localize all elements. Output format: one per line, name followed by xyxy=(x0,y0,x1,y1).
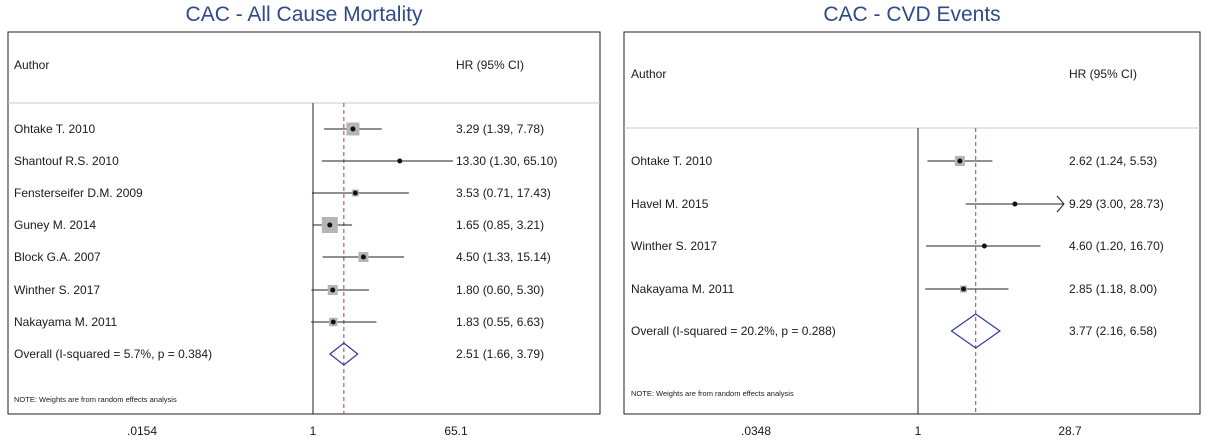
chart-title-mortality: CAC - All Cause Mortality xyxy=(185,3,423,26)
point-estimate xyxy=(327,222,333,228)
study-label: Fensterseifer D.M. 2009 xyxy=(14,186,143,200)
tick-label-null: 1 xyxy=(915,424,922,438)
point-estimate xyxy=(360,254,366,260)
study-label: Guney M. 2014 xyxy=(14,218,96,232)
study-hr-text: 1.80 (0.60, 5.30) xyxy=(456,283,544,297)
study-hr-text: 2.62 (1.24, 5.53) xyxy=(1069,154,1157,168)
study-hr-text: 3.29 (1.39, 7.78) xyxy=(456,122,544,136)
study-hr-text: 1.65 (0.85, 3.21) xyxy=(456,218,544,232)
tick-label-min: .0348 xyxy=(741,424,771,438)
overall-hr-text: 3.77 (2.16, 6.58) xyxy=(1069,324,1157,338)
point-estimate xyxy=(397,158,403,164)
column-header-hr: HR (95% CI) xyxy=(1069,67,1137,81)
ci-arrow xyxy=(1056,195,1065,213)
study-label: Ohtake T. 2010 xyxy=(631,154,712,168)
point-estimate xyxy=(330,319,336,325)
study-label: Ohtake T. 2010 xyxy=(14,122,95,136)
overall-label: Overall (I-squared = 20.2%, p = 0.288) xyxy=(631,324,836,338)
study-label: Shantouf R.S. 2010 xyxy=(14,154,119,168)
tick-label-max: 28.7 xyxy=(1058,424,1082,438)
study-hr-text: 13.30 (1.30, 65.10) xyxy=(456,154,557,168)
forest-panel-mortality: Author HR (95% CI) Ohtake T. 2010 3.29 (1.3… xyxy=(7,31,601,438)
plot-frame xyxy=(7,31,601,415)
study-hr-text: 2.85 (1.18, 8.00) xyxy=(1069,282,1157,296)
study-hr-text: 9.29 (3.00, 28.73) xyxy=(1069,197,1164,211)
tick-label-null: 1 xyxy=(310,424,317,438)
point-estimate xyxy=(957,158,963,164)
column-header-author: Author xyxy=(14,58,49,72)
study-label: Winther S. 2017 xyxy=(14,283,100,297)
plot-frame xyxy=(623,31,1201,415)
point-estimate xyxy=(1012,201,1018,207)
point-estimate xyxy=(961,286,967,292)
study-label: Nakayama M. 2011 xyxy=(631,282,734,296)
point-estimate xyxy=(352,190,358,196)
study-hr-text: 1.83 (0.55, 6.63) xyxy=(456,315,544,329)
weights-note: NOTE: Weights are from random effects an… xyxy=(631,389,794,398)
study-hr-text: 3.53 (0.71, 17.43) xyxy=(456,186,551,200)
overall-diamond xyxy=(950,313,1001,349)
forest-panel-cvd: Author HR (95% CI) Ohtake T. 2010 2.62 (1.2… xyxy=(623,31,1201,438)
tick-label-max: 65.1 xyxy=(444,424,468,438)
study-label: Block G.A. 2007 xyxy=(14,250,101,264)
study-hr-text: 4.60 (1.20, 16.70) xyxy=(1069,239,1164,253)
point-estimate xyxy=(350,126,356,132)
tick-label-min: .0154 xyxy=(127,424,157,438)
point-estimate xyxy=(330,287,336,293)
column-header-hr: HR (95% CI) xyxy=(456,58,524,72)
study-hr-text: 4.50 (1.33, 15.14) xyxy=(456,250,551,264)
point-estimate xyxy=(981,243,987,249)
study-label: Nakayama M. 2011 xyxy=(14,315,117,329)
study-label: Winther S. 2017 xyxy=(631,239,717,253)
overall-hr-text: 2.51 (1.66, 3.79) xyxy=(456,347,544,361)
overall-label: Overall (I-squared = 5.7%, p = 0.384) xyxy=(14,347,212,361)
overall-diamond xyxy=(329,342,359,366)
study-label: Havel M. 2015 xyxy=(631,197,709,211)
weights-note: NOTE: Weights are from random effects an… xyxy=(14,395,177,404)
column-header-author: Author xyxy=(631,67,666,81)
chart-title-cvd: CAC - CVD Events xyxy=(823,3,1001,26)
